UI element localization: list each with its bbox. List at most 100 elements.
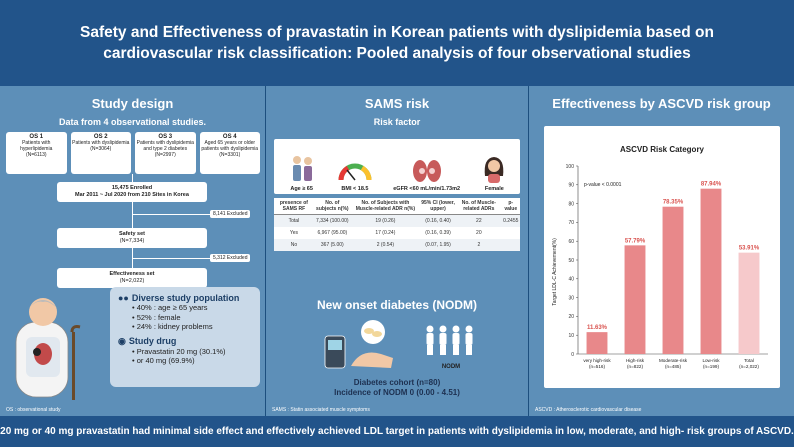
study-design-subtitle: Data from 4 observational studies. [58,117,207,127]
table-cell: 2 (0.54) [350,239,420,251]
os-note: OS : observational study [6,407,61,413]
table-cell: 0.2455 [501,214,520,227]
risk-factor-subtitle: Risk factor [373,117,421,127]
y-tick-label: 50 [568,258,574,264]
bar [624,245,646,354]
p-value-annotation: p-value < 0.0001 [584,182,622,188]
people-group-icon [426,325,473,355]
ascvd-bar-chart: ASCVD Risk Category p-value < 0.0001 Tar… [552,145,768,369]
nodm-title: New onset diabetes (NODM) [316,298,478,312]
x-tick-n-label: (n=485) [665,364,681,369]
drug-item: or 40 mg (69.9%) [132,356,252,366]
flow-line [132,258,210,259]
elderly-patient-icon [15,298,81,400]
bar-value-label: 53.91% [739,246,760,252]
os-name: OS 1 [29,134,44,140]
risk-factor-egfr: eGFR <60 mL/min/1.73m2 [393,158,460,192]
table-cell: (0.16, 0.40) [419,214,457,227]
y-tick-label: 30 [568,295,574,301]
bar-value-label: 87.94% [701,182,722,188]
drug-heading: ◉ Study drug [118,336,252,347]
table-cell: 7,334 (100.00) [313,214,351,227]
table-cell: 19 (0.26) [350,214,420,227]
y-tick-label: 60 [568,239,574,245]
population-info-box: ●●Diverse study population 40% : age ≥ 6… [110,287,260,387]
risk-factor-female: Female [481,154,507,192]
people-icon: ●● [118,293,129,303]
chart-container: ASCVD Risk Category p-value < 0.0001 Tar… [544,126,780,388]
population-item: 40% : age ≥ 65 years [132,303,252,313]
y-tick-label: 90 [568,183,574,189]
bar [586,332,608,354]
x-tick-n-label: (n=199) [703,364,719,369]
safety-set-n: (N=7,334) [119,238,145,244]
y-tick-label: 10 [568,333,574,339]
risk-factor-label: eGFR <60 mL/min/1.73m2 [393,186,461,192]
x-tick-label: Low-risk [702,358,720,363]
table-cell: (0.07, 1.95) [419,239,457,251]
diabetes-cohort: Diabetes cohort (n=80) [353,378,441,387]
table-header-row: presence of SAMS RF No. of subjects n(%)… [274,198,520,215]
table-header: No. of Muscle-related ADRs [456,198,502,215]
table-cell: 22 [456,214,502,227]
x-tick-label: very high-risk [583,358,611,363]
table-cell [502,227,521,239]
flow-line [132,214,210,215]
table-header: presence of SAMS RF [274,198,314,215]
table-cell: 20 [476,230,482,236]
y-tick-label: 20 [568,314,574,320]
os-desc: Aged 65 years or older patients with dys… [201,140,259,152]
effectiveness-set-n: (N=2,022) [119,278,145,284]
table-header: 95% CI (lower, upper) [419,198,457,215]
bar-value-label: 78.35% [663,200,684,206]
y-tick-label: 80 [568,201,574,207]
os-n: (N=6113) [25,152,47,158]
risk-factor-label: BMI < 18.5 [341,186,369,192]
table-row: Total 7,334 (100.00) 19 (0.26) (0.16, 0.… [274,214,520,227]
y-axis-label: Target LDL-C Achievement(%) [552,238,558,306]
population-title: Diverse study population [131,293,240,303]
os-box: OS 3 Patients with dyslipidemia and type … [135,132,196,174]
header: Safety and Effectiveness of pravastatin … [0,0,794,86]
effectiveness-set-box: Effectiveness set (N=2,022) [57,268,207,288]
os-box: OS 2 Patients with dyslipidemia (N=3064) [70,132,131,174]
population-item: 24% : kidney problems [132,322,252,332]
os-n: (N=3064) [90,146,112,152]
table-cell: No [274,239,314,251]
nodm-label: NODM [441,364,461,370]
table-row: No 367 (5.00) 2 (0.54) (0.07, 1.95) 2 [274,239,520,251]
gauge-icon [338,163,372,181]
excluded-box-2: 5,312 Excluded [210,254,251,262]
sams-title: SAMS risk [364,96,430,111]
effectiveness-set-label: Effectiveness set [109,271,155,277]
flow-line [132,174,133,182]
table-cell [501,239,520,251]
x-tick-label: Total [744,358,754,363]
study-design-panel: Study design Data from 4 observational s… [0,86,265,416]
risk-factor-bmi: BMI < 18.5 [338,160,372,192]
os-box: OS 4 Aged 65 years or older patients with… [199,132,260,174]
excluded-box-1: 8,141 Excluded [210,210,251,218]
safety-set-label: Safety set [119,231,145,237]
sams-table: presence of SAMS RF No. of subjects n(%)… [274,198,520,251]
os-name: OS 4 [222,134,237,140]
risk-factor-label: Age ≥ 65 [290,186,313,192]
os-desc: Patients with dyslipidemia and type 2 di… [136,140,194,152]
os-desc: Patients with hyperlipidemia [20,140,53,152]
footer-conclusion: 20 mg or 40 mg pravastatin had minimal s… [0,416,794,447]
table-header: p-value [501,198,520,215]
risk-factor-label: Female [484,186,504,192]
population-heading: ●● Diverse study population [118,293,252,303]
bar-value-label: 11.63% [587,325,608,331]
os-desc: Patients with dyslipidemia [72,140,130,146]
drug-item-text: or 40 mg (69.9%) [136,356,195,365]
effectiveness-title: Effectiveness by ASCVD risk group [552,96,771,111]
y-tick-label: 100 [566,164,575,170]
bar [738,252,760,354]
x-tick-label: Moderate-risk [659,358,688,363]
bar-value-label: 57.79% [625,238,646,244]
sams-panel: SAMS risk Risk factor Age ≥ 65 BMI < 18.… [266,86,528,416]
enrolled-period: Mar 2011 ~ Jul 2020 from 210 Sites in Ko… [75,192,189,198]
flow-line [132,202,133,228]
nodm-incidence: Incidence of NODM 0 (0.00 - 4.51) [334,388,460,397]
